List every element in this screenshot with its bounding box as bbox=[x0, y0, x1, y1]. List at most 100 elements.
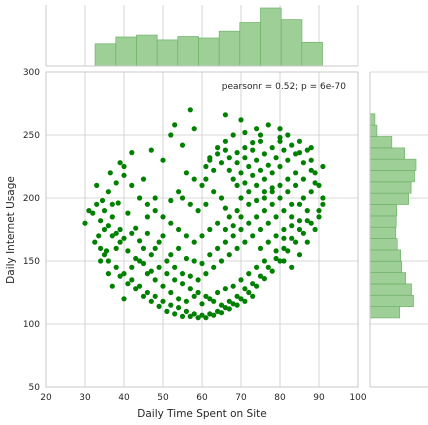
scatter-point bbox=[195, 208, 201, 214]
marginal-y-bar bbox=[369, 147, 405, 160]
scatter-axes-frame bbox=[45, 71, 359, 388]
scatter-point bbox=[168, 252, 174, 258]
scatter-point bbox=[191, 239, 197, 245]
scatter-point bbox=[82, 220, 88, 226]
scatter-point bbox=[222, 205, 228, 211]
scatter-point bbox=[273, 255, 279, 262]
scatter-point bbox=[137, 258, 143, 264]
scatter-point bbox=[152, 208, 158, 214]
scatter-point bbox=[129, 277, 135, 283]
scatter-point bbox=[195, 289, 201, 296]
marginal-x-bar bbox=[301, 41, 323, 67]
scatter-point bbox=[265, 264, 271, 270]
scatter-point bbox=[101, 252, 108, 258]
scatter-point bbox=[320, 163, 326, 170]
scatter-point bbox=[222, 112, 228, 118]
marginal-y-bar bbox=[369, 204, 398, 217]
scatter-point bbox=[222, 239, 228, 245]
scatter-point bbox=[191, 311, 197, 317]
x-tick-label: 60 bbox=[196, 393, 208, 403]
scatter-point bbox=[296, 218, 303, 224]
scatter-point bbox=[199, 182, 205, 188]
scatter-point bbox=[144, 201, 150, 207]
scatter-point bbox=[238, 170, 244, 176]
scatter-point bbox=[277, 134, 283, 141]
marginal-y-bar bbox=[369, 136, 393, 149]
scatter-point bbox=[285, 189, 291, 195]
scatter-point bbox=[215, 220, 221, 226]
scatter-point bbox=[320, 195, 326, 201]
scatter-point bbox=[117, 239, 123, 245]
marginal-y-bar bbox=[369, 158, 417, 171]
scatter-point bbox=[109, 283, 115, 289]
scatter-point bbox=[281, 226, 287, 233]
marginal-x-bar bbox=[156, 39, 179, 67]
scatter-point bbox=[285, 176, 291, 182]
scatter-point bbox=[226, 306, 232, 312]
scatter-point bbox=[261, 258, 267, 264]
scatter-point bbox=[203, 315, 209, 321]
scatter-point bbox=[308, 167, 314, 173]
scatter-point bbox=[137, 238, 143, 244]
scatter-point bbox=[115, 200, 121, 206]
scatter-point bbox=[105, 189, 111, 195]
scatter-point bbox=[203, 163, 209, 170]
scatter-point bbox=[117, 226, 123, 233]
scatter-point bbox=[269, 170, 275, 176]
scatter-point bbox=[218, 310, 225, 316]
scatter-point bbox=[101, 208, 108, 214]
scatter-point bbox=[246, 189, 252, 195]
scatter-point bbox=[152, 277, 158, 283]
scatter-point bbox=[187, 273, 193, 279]
scatter-point bbox=[269, 185, 275, 191]
scatter-point bbox=[281, 208, 287, 214]
scatter-point bbox=[316, 208, 322, 214]
marginal-x-bar bbox=[260, 7, 282, 67]
y-tick-label: 150 bbox=[23, 257, 40, 267]
scatter-point bbox=[105, 258, 111, 264]
scatter-point bbox=[246, 201, 252, 207]
scatter-point bbox=[257, 273, 264, 279]
scatter-point bbox=[168, 132, 174, 138]
scatter-point bbox=[121, 172, 127, 178]
scatter-point bbox=[265, 122, 271, 128]
scatter-point bbox=[226, 214, 232, 220]
scatter-point bbox=[133, 225, 139, 231]
scatter-point bbox=[304, 147, 310, 153]
scatter-point bbox=[168, 197, 174, 204]
scatter-point bbox=[320, 201, 326, 207]
scatter-point bbox=[129, 182, 135, 188]
scatter-point bbox=[273, 155, 279, 161]
x-tick-label: 70 bbox=[235, 393, 247, 403]
scatter-point bbox=[289, 235, 295, 241]
scatter-point bbox=[183, 255, 189, 262]
scatter-point bbox=[242, 145, 248, 151]
scatter-point bbox=[277, 182, 283, 188]
marginal-x-bar bbox=[115, 36, 137, 67]
scatter-point bbox=[183, 233, 189, 239]
scatter-point bbox=[164, 258, 170, 264]
scatter-point bbox=[92, 239, 98, 245]
scatter-point bbox=[242, 239, 248, 245]
marginal-y-bar bbox=[369, 192, 409, 205]
scatter-point bbox=[199, 312, 205, 318]
scatter-point bbox=[261, 189, 267, 195]
scatter-point bbox=[257, 138, 264, 144]
scatter-point bbox=[269, 189, 275, 195]
scatter-point bbox=[246, 163, 252, 170]
scatter-point bbox=[207, 311, 213, 317]
scatter-point bbox=[254, 182, 260, 188]
marginal-x-bar bbox=[136, 34, 158, 67]
scatter-point bbox=[199, 260, 205, 267]
x-tick-label: 80 bbox=[274, 393, 286, 403]
scatter-point bbox=[277, 195, 283, 201]
marginal-x-bar bbox=[198, 37, 220, 67]
scatter-point bbox=[234, 182, 240, 188]
scatter-point bbox=[148, 147, 154, 153]
scatter-point bbox=[261, 195, 267, 201]
scatter-point bbox=[261, 176, 267, 182]
scatter-point bbox=[168, 302, 174, 308]
y-tick-label: 50 bbox=[29, 383, 41, 393]
scatter-point bbox=[125, 210, 131, 216]
marginal-y-bar bbox=[369, 113, 376, 126]
